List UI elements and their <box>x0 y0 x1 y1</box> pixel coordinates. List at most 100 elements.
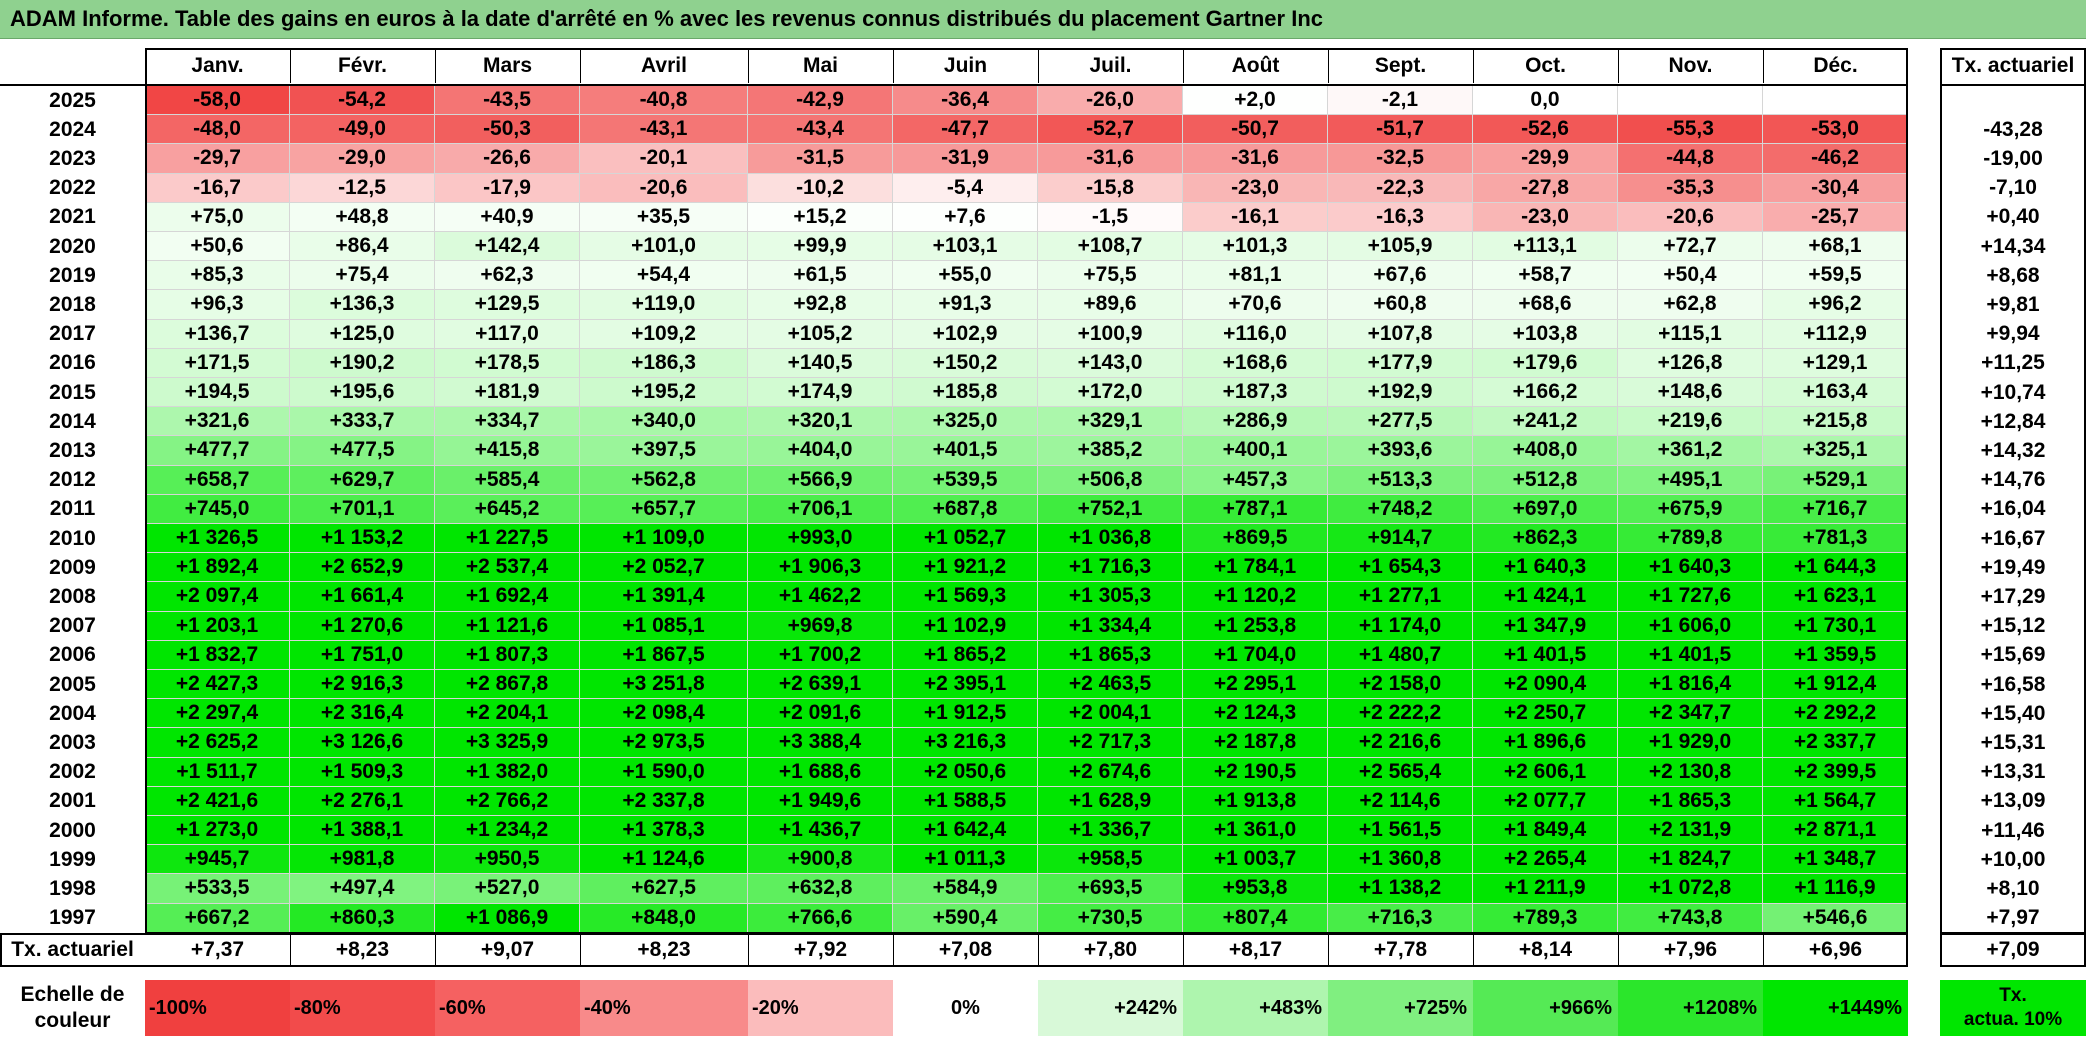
heatmap-cell: -23,0 <box>1473 202 1618 232</box>
year-label: 2018 <box>49 292 96 316</box>
column-divider <box>1763 48 1764 83</box>
heatmap-cell: -29,0 <box>290 144 435 174</box>
heatmap-cell: +1 588,5 <box>893 786 1038 816</box>
heatmap-cell: +945,7 <box>145 845 290 875</box>
heatmap-cell: +787,1 <box>1183 494 1328 524</box>
heatmap-cell: +1 784,1 <box>1183 553 1328 583</box>
heatmap-cell: +2 295,1 <box>1183 670 1328 700</box>
heatmap-cell: +7,6 <box>893 202 1038 232</box>
column-divider <box>1473 48 1474 83</box>
heatmap-cell: +1 824,7 <box>1618 845 1763 875</box>
heatmap-cell: -54,2 <box>290 86 435 116</box>
heatmap-cell: +1 347,9 <box>1473 611 1618 641</box>
heatmap-cell: -20,1 <box>580 144 748 174</box>
heatmap-cell: +1 336,7 <box>1038 816 1183 846</box>
heatmap-cell: +1 277,1 <box>1328 582 1473 612</box>
rate-cell: +16,67 <box>1980 526 2046 550</box>
heatmap-cell: +706,1 <box>748 494 893 524</box>
heatmap-cell: -43,4 <box>748 115 893 145</box>
heatmap-cell: +1 623,1 <box>1763 582 1908 612</box>
heatmap-cell: +2 077,7 <box>1473 786 1618 816</box>
heatmap-cell: +241,2 <box>1473 407 1618 437</box>
heatmap-cell: +2 158,0 <box>1328 670 1473 700</box>
column-divider <box>893 934 894 966</box>
heatmap-cell: +50,6 <box>145 232 290 262</box>
heatmap-cell: +192,9 <box>1328 378 1473 408</box>
heatmap-cell: +408,0 <box>1473 436 1618 466</box>
heatmap-cell: +1 509,3 <box>290 757 435 787</box>
heatmap-cell: +3 251,8 <box>580 670 748 700</box>
heatmap-cell: +186,3 <box>580 348 748 378</box>
heatmap-cell: +15,2 <box>748 202 893 232</box>
color-scale-step: -60% <box>435 980 580 1036</box>
year-label: 2012 <box>49 468 96 492</box>
heatmap-cell: +1 203,1 <box>145 611 290 641</box>
heatmap-cell: +2 916,3 <box>290 670 435 700</box>
heatmap-cell: +701,1 <box>290 494 435 524</box>
heatmap-cell: +2 297,4 <box>145 699 290 729</box>
heatmap-cell: +81,1 <box>1183 261 1328 291</box>
rate-cell: -19,00 <box>1983 146 2043 170</box>
column-divider <box>145 48 147 83</box>
heatmap-cell: +2 871,1 <box>1763 816 1908 846</box>
year-label: 2010 <box>49 526 96 550</box>
heatmap-cell: +716,3 <box>1328 903 1473 933</box>
heatmap-cell: +119,0 <box>580 290 748 320</box>
heatmap-cell: +142,4 <box>435 232 580 262</box>
heatmap-cell: +1 906,3 <box>748 553 893 583</box>
heatmap-cell: +75,5 <box>1038 261 1183 291</box>
year-label: 2008 <box>49 584 96 608</box>
heatmap-cell: +1 378,3 <box>580 816 748 846</box>
heatmap-cell: +862,3 <box>1473 524 1618 554</box>
color-scale-step: +1449% <box>1763 980 1908 1036</box>
heatmap-cell: +2 124,3 <box>1183 699 1328 729</box>
heatmap-cell: -26,6 <box>435 144 580 174</box>
heatmap-cell: -31,6 <box>1183 144 1328 174</box>
heatmap-cell: +2 337,8 <box>580 786 748 816</box>
heatmap-cell: +321,6 <box>145 407 290 437</box>
heatmap-cell: +92,8 <box>748 290 893 320</box>
heatmap-cell: +1 642,4 <box>893 816 1038 846</box>
heatmap-cell: +743,8 <box>1618 903 1763 933</box>
rate-cell: +0,40 <box>1986 205 2040 229</box>
column-header: Mars <box>482 53 533 77</box>
heatmap-cell: +59,5 <box>1763 261 1908 291</box>
heatmap-cell: -22,3 <box>1328 173 1473 203</box>
heatmap-cell: +1 896,6 <box>1473 728 1618 758</box>
rate-cell: +12,84 <box>1980 409 2046 433</box>
heatmap-cell: +590,4 <box>893 903 1038 933</box>
heatmap-cell: +807,4 <box>1183 903 1328 933</box>
rate-cell: +13,31 <box>1980 760 2046 784</box>
heatmap-cell: +68,1 <box>1763 232 1908 262</box>
year-label: 2002 <box>49 760 96 784</box>
heatmap-cell: +2 606,1 <box>1473 757 1618 787</box>
header-divider <box>0 84 1908 86</box>
heatmap-cell: +1 912,4 <box>1763 670 1908 700</box>
footer-label: Tx. actuariel <box>11 938 134 961</box>
color-scale-step: 0% <box>893 980 1038 1036</box>
heatmap-cell: +2 427,3 <box>145 670 290 700</box>
footer-cell: +8,23 <box>335 938 390 961</box>
column-header: Sept. <box>1374 53 1427 77</box>
footer-cell: +8,23 <box>637 938 691 961</box>
heatmap-cell: +2 130,8 <box>1618 757 1763 787</box>
heatmap-cell: +2 652,9 <box>290 553 435 583</box>
heatmap-cell: +1 727,6 <box>1618 582 1763 612</box>
heatmap-cell: +1 348,7 <box>1763 845 1908 875</box>
heatmap-cell: -52,7 <box>1038 115 1183 145</box>
year-label: 2009 <box>49 555 96 579</box>
heatmap-cell: +177,9 <box>1328 348 1473 378</box>
heatmap-cell: +334,7 <box>435 407 580 437</box>
column-divider <box>748 934 749 966</box>
column-header: Juil. <box>1089 53 1132 77</box>
heatmap-cell: -31,6 <box>1038 144 1183 174</box>
heatmap-cell: +1 700,2 <box>748 640 893 670</box>
rate-cell: +10,74 <box>1980 380 2046 404</box>
heatmap-cell: -16,3 <box>1328 202 1473 232</box>
heatmap-cell: +1 174,0 <box>1328 611 1473 641</box>
heatmap-cell: +1 865,3 <box>1038 640 1183 670</box>
heatmap-cell: +1 704,0 <box>1183 640 1328 670</box>
heatmap-cell: +125,0 <box>290 319 435 349</box>
column-header: Août <box>1231 53 1280 77</box>
color-scale-step: -40% <box>580 980 748 1036</box>
